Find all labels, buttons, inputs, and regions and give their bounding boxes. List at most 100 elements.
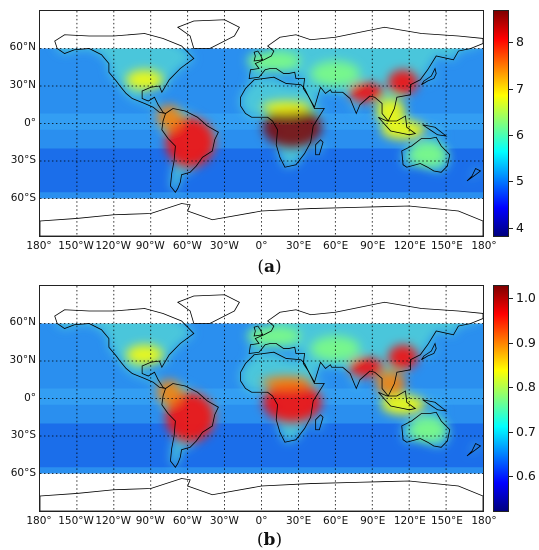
coastline-south-america bbox=[161, 108, 219, 193]
lon-tick-label: 150°E bbox=[430, 240, 463, 252]
colorbar-tick-mark bbox=[509, 476, 513, 478]
lon-tick-label: 120°W bbox=[95, 515, 131, 527]
colorbar-tick-mark bbox=[509, 387, 513, 389]
colorbar-tick-mark bbox=[509, 298, 513, 300]
colorbar-tick-label: 0.9 bbox=[516, 334, 536, 350]
lon-tick-label: 120°E bbox=[393, 515, 426, 527]
coastline-africa bbox=[240, 76, 325, 168]
world-map-b bbox=[40, 286, 483, 511]
lon-tick-label: 90°W bbox=[135, 515, 165, 527]
colorbar-tick-mark bbox=[509, 42, 513, 44]
hotspot bbox=[380, 394, 426, 415]
lon-tick-label: 180° bbox=[26, 240, 52, 252]
lon-tick-label: 30°W bbox=[209, 515, 239, 527]
lon-tick-label: 150°W bbox=[58, 240, 94, 252]
hotspot bbox=[261, 376, 311, 389]
lon-tick-label: 120°W bbox=[95, 240, 131, 252]
hotspot bbox=[165, 117, 215, 168]
coastline-eurasia bbox=[248, 26, 483, 122]
lat-tick-label: 0° bbox=[24, 391, 36, 404]
coastline-greenland bbox=[176, 19, 240, 49]
lon-tick-label: 180° bbox=[471, 515, 497, 527]
colorbar-tick-mark bbox=[509, 135, 513, 137]
colorbar-tick-label: 4 bbox=[516, 219, 524, 235]
coastline-madagascar bbox=[315, 139, 324, 156]
hotspot bbox=[165, 392, 215, 443]
lon-tick-label: 180° bbox=[471, 240, 497, 252]
hotspot bbox=[375, 371, 406, 396]
lon-tick-label: 90°E bbox=[360, 240, 386, 252]
hotspot bbox=[380, 119, 426, 140]
hotspot bbox=[261, 100, 311, 114]
coastline-uk bbox=[253, 50, 264, 62]
lat-tick-label: 60°S bbox=[10, 467, 36, 480]
hotspot bbox=[409, 142, 447, 168]
coastline-japan bbox=[421, 67, 437, 86]
lon-tick-label: 60°E bbox=[323, 240, 349, 252]
coastline-madagascar bbox=[315, 414, 324, 431]
hotspot bbox=[246, 326, 301, 346]
data-field bbox=[40, 48, 483, 199]
lat-tick-label: 30°N bbox=[9, 78, 36, 91]
itcz-field bbox=[40, 113, 483, 130]
coastline-north-america bbox=[54, 308, 195, 389]
colorbar-tick-mark bbox=[509, 342, 513, 344]
lon-tick-label: 30°E bbox=[285, 515, 312, 527]
lat-tick-label: 30°S bbox=[10, 429, 36, 442]
colorbar-tick-label: 8 bbox=[516, 34, 524, 50]
colorbar-tick-mark bbox=[509, 88, 513, 90]
hotspot bbox=[310, 61, 360, 87]
graticule bbox=[40, 11, 483, 236]
coastline-africa bbox=[240, 351, 325, 443]
coastline-greenland bbox=[176, 294, 240, 324]
coastline-antarctica bbox=[40, 478, 483, 511]
lon-tick-label: 30°W bbox=[209, 240, 239, 252]
colorbar-tick-label: 0.8 bbox=[516, 379, 536, 395]
lon-tick-label: 60°W bbox=[172, 240, 202, 252]
colorbar-tick-label: 0.7 bbox=[516, 423, 536, 439]
coastline-australia bbox=[401, 136, 451, 173]
colorbar-tick-label: 5 bbox=[516, 173, 524, 189]
coastline-south-america bbox=[161, 383, 219, 468]
coastline-new-zealand bbox=[466, 442, 482, 457]
colorbar-b bbox=[493, 285, 509, 512]
lon-tick-label: 150°W bbox=[58, 515, 94, 527]
world-map-a bbox=[40, 11, 483, 236]
hotspot bbox=[375, 98, 406, 124]
lon-tick-label: 60°W bbox=[172, 515, 202, 527]
caption-a: (a) bbox=[257, 257, 282, 277]
lat-tick-label: 60°N bbox=[9, 40, 36, 53]
lon-tick-label: 120°E bbox=[393, 240, 426, 252]
coastline-indonesia bbox=[378, 390, 417, 411]
lon-tick-label: 90°W bbox=[135, 240, 165, 252]
lat-tick-label: 60°S bbox=[10, 192, 36, 205]
lat-tick-label: 60°N bbox=[9, 315, 36, 328]
hotspot bbox=[409, 417, 447, 443]
coastlines bbox=[40, 294, 483, 511]
coastline-eurasia bbox=[248, 301, 483, 397]
colorbar-tick-label: 6 bbox=[516, 127, 524, 143]
colorbar-tick-mark bbox=[509, 431, 513, 433]
hotspot bbox=[126, 344, 164, 365]
map-frame-b bbox=[39, 285, 484, 512]
hotspot bbox=[262, 382, 322, 423]
colorbar-a bbox=[493, 10, 509, 237]
caption-b: (b) bbox=[256, 530, 283, 550]
lat-tick-label: 30°S bbox=[10, 154, 36, 167]
hotspots bbox=[126, 50, 447, 168]
hotspot bbox=[388, 69, 418, 95]
colorbar-tick-mark bbox=[509, 227, 513, 229]
coastline-new-guinea bbox=[422, 124, 448, 137]
itcz-field bbox=[40, 388, 483, 405]
hotspot bbox=[310, 336, 360, 361]
lon-tick-label: 0° bbox=[255, 240, 268, 252]
lat-tick-label: 0° bbox=[24, 116, 36, 129]
coastline-uk bbox=[253, 325, 264, 337]
colorbar-tick-mark bbox=[509, 181, 513, 183]
lon-tick-label: 30°E bbox=[285, 240, 312, 252]
coastline-japan bbox=[421, 342, 437, 361]
coastlines bbox=[40, 19, 483, 236]
coastline-antarctica bbox=[40, 203, 483, 236]
colorbar-tick-label: 1.0 bbox=[516, 290, 536, 306]
hotspot bbox=[246, 50, 301, 71]
